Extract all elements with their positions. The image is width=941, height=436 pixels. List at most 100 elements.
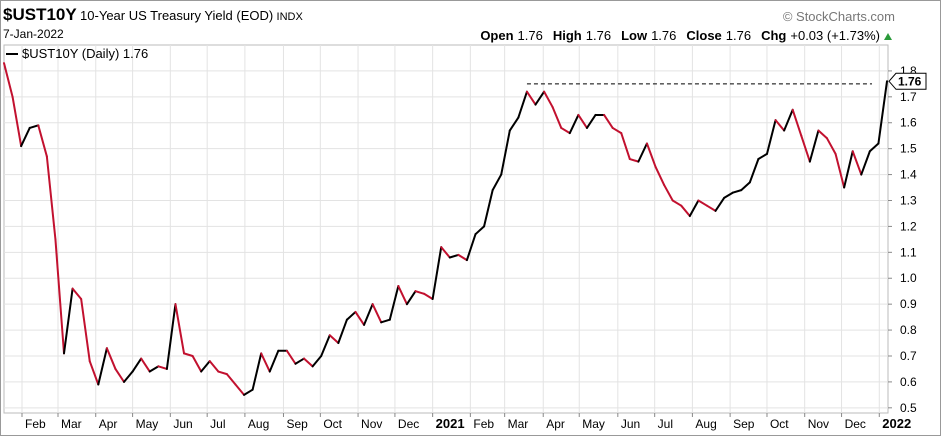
x-tick-label: Dec [845, 417, 866, 431]
x-tick-label: Nov [361, 417, 382, 431]
line-segment [483, 189, 494, 228]
y-tick-label: 0.6 [900, 375, 917, 389]
line-segment [191, 354, 203, 373]
quote-value: +0.03 (+1.73%) [790, 28, 880, 43]
line-segment [431, 246, 443, 300]
x-tick-label: Nov [808, 417, 829, 431]
line-segment [217, 370, 228, 376]
line-segment [405, 290, 417, 306]
line-segment [843, 150, 854, 189]
y-tick-label: 0.8 [900, 323, 917, 337]
line-segment [774, 119, 786, 132]
quote-label: Close [686, 28, 721, 43]
line-segment [637, 142, 648, 163]
x-tick-label: Jul [658, 417, 673, 431]
line-segment [114, 367, 126, 383]
line-segment [800, 134, 811, 163]
line-segment [234, 383, 246, 396]
line-segment [765, 119, 777, 155]
line-segment [225, 373, 237, 386]
line-segment [97, 347, 108, 386]
line-segment [757, 152, 768, 161]
line-segment [783, 108, 794, 132]
line-segment [491, 173, 503, 192]
line-segment [860, 150, 871, 176]
line-segment [345, 310, 357, 321]
line-segment [260, 352, 271, 373]
x-tick-label: May [136, 417, 159, 431]
line-segment [337, 318, 348, 345]
quote: Open 1.76 High 1.76 Low 1.76 Close 1.76 Chg +0.03… [480, 28, 880, 43]
line-segment [63, 287, 74, 355]
line-segment [517, 90, 528, 119]
y-tick-label: 0.5 [900, 401, 917, 415]
line-segment [105, 347, 117, 370]
line-segment [645, 142, 657, 168]
header-title: $UST10Y 10-Year US Treasury Yield (EOD) … [3, 5, 303, 24]
up-arrow [884, 33, 892, 40]
y-tick-label: 1.0 [900, 271, 917, 285]
line-segment [748, 158, 760, 184]
x-tick-label: Feb [25, 417, 46, 431]
line-segment [200, 360, 211, 373]
line-segment [585, 113, 597, 129]
line-segment [654, 165, 666, 186]
x-tick-label: Sep [286, 417, 308, 431]
line-segment [294, 357, 306, 365]
line-segment [328, 334, 340, 345]
line-segment [697, 199, 708, 207]
x-tick-label: Aug [248, 417, 269, 431]
line-segment [551, 106, 563, 129]
quote-label: Chg [761, 28, 786, 43]
x-tick-label: Sep [733, 417, 755, 431]
line-segment [448, 253, 460, 259]
legend-value: 1.76 [123, 46, 148, 61]
line-segment [723, 191, 734, 199]
line-segment [243, 388, 254, 396]
y-tick-label: 1.2 [900, 219, 917, 233]
line-segment [534, 90, 546, 106]
plot-area [3, 44, 889, 414]
x-tick-label: 2021 [436, 416, 465, 431]
x-tick-label: Jul [210, 417, 225, 431]
instrument-name: 10-Year US Treasury Yield (EOD) [80, 8, 273, 23]
line-segment [380, 318, 391, 324]
line-segment [440, 246, 451, 259]
line-segment [817, 129, 828, 140]
line-segment [877, 80, 888, 145]
quote-label: Low [621, 28, 648, 43]
last-value-label: 1.76 [898, 74, 922, 88]
source: © StockCharts.com [783, 9, 895, 24]
line-segment [140, 357, 151, 373]
legend: $UST10Y (Daily) 1.76 [22, 46, 148, 61]
line-segment [37, 124, 48, 158]
line-segment [603, 113, 614, 129]
line-segment [3, 62, 14, 98]
line-segment [423, 292, 434, 300]
line-segment [165, 303, 177, 370]
date: 7-Jan-2022 [3, 27, 64, 41]
line-segment [731, 189, 743, 194]
quote-value: 1.76 [726, 28, 751, 43]
line-segment [705, 204, 717, 212]
quote-value: 1.76 [518, 28, 543, 43]
x-tick-label: Jun [173, 417, 192, 431]
line-segment [671, 199, 683, 207]
x-tick-label: Mar [508, 417, 529, 431]
last-value-box [888, 72, 927, 90]
line-segment [268, 349, 280, 373]
line-segment [851, 150, 863, 176]
line-segment [577, 113, 588, 129]
line-segment [71, 287, 83, 300]
line-segment [465, 233, 477, 262]
line-segment [354, 310, 366, 326]
line-segment [148, 365, 160, 373]
line-segment [825, 137, 837, 155]
y-tick-label: 0.9 [900, 297, 917, 311]
line-segment [500, 129, 511, 176]
x-tick-label: Apr [99, 417, 118, 431]
x-tick-label: Feb [473, 417, 494, 431]
x-tick-label: May [582, 417, 605, 431]
y-tick-label: 1.4 [900, 168, 917, 182]
